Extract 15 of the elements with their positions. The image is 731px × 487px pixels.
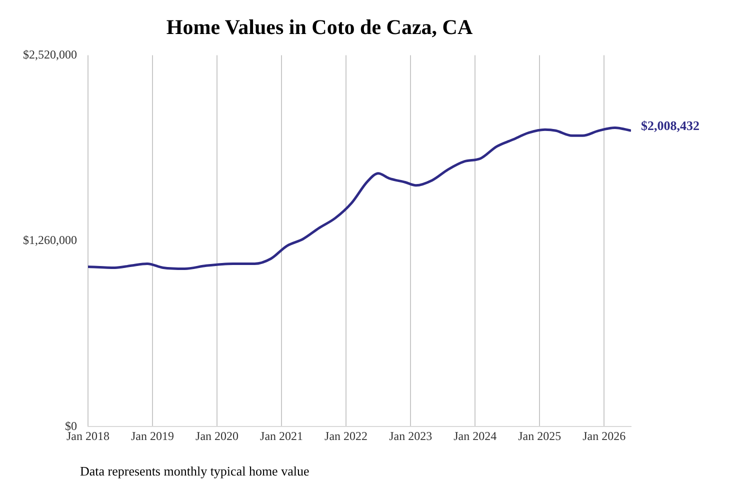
x-tick-label: Jan 2020: [196, 428, 239, 443]
x-tick-label: Jan 2023: [389, 428, 432, 443]
x-tick-label: Jan 2025: [518, 428, 562, 443]
x-tick-label: Jan 2026: [582, 428, 626, 443]
x-tick-label: Jan 2022: [324, 428, 368, 443]
y-tick-label: $0: [65, 418, 77, 433]
annotation: $2,008,432: [641, 118, 700, 133]
y-tick-label: $2,520,000: [23, 47, 77, 62]
x-tick-label: Jan 2019: [131, 428, 174, 443]
text: Data represents monthly typical home value: [80, 463, 310, 478]
x-tick-label: Jan 2021: [260, 428, 304, 443]
line-series: [88, 126, 631, 270]
chart-title: Home Values in Coto de Caza, CA: [166, 15, 474, 40]
y-tick-label: $1,260,000: [23, 233, 77, 248]
x-tick-label: Jan 2024: [454, 428, 497, 443]
